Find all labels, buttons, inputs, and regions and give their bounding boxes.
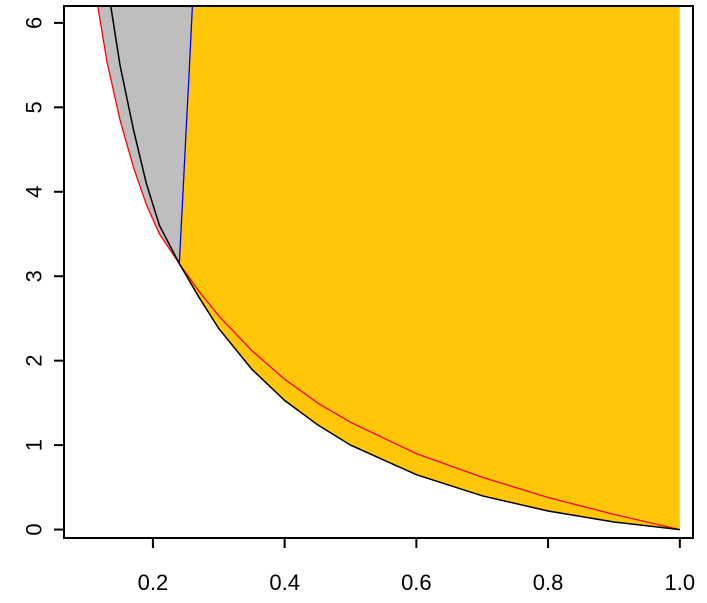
gray-sliver-region bbox=[97, 6, 180, 264]
x-tick-label: 0.4 bbox=[269, 570, 300, 595]
y-tick-label: 4 bbox=[22, 186, 47, 198]
x-tick-label: 0.8 bbox=[533, 570, 564, 595]
y-tick-label: 5 bbox=[22, 101, 47, 113]
y-tick-label: 1 bbox=[22, 439, 47, 451]
curves-layer bbox=[97, 6, 680, 531]
y-tick-label: 3 bbox=[22, 270, 47, 282]
black-curve bbox=[109, 6, 680, 531]
x-tick-label: 0.6 bbox=[401, 570, 432, 595]
x-tick-label: 0.2 bbox=[138, 570, 169, 595]
red-curve bbox=[97, 6, 680, 531]
y-tick-label: 6 bbox=[22, 17, 47, 29]
y-tick-label: 2 bbox=[22, 355, 47, 367]
x-tick-label: 1.0 bbox=[665, 570, 696, 595]
blue-curve bbox=[178, 6, 194, 264]
fills-layer bbox=[93, 6, 680, 530]
plot-frame bbox=[63, 5, 694, 539]
x-axis: 0.2 0.4 0.6 0.8 1.0 bbox=[138, 538, 696, 595]
orange-region bbox=[179, 6, 680, 530]
y-axis: 0 1 2 3 4 5 6 bbox=[22, 17, 64, 536]
y-tick-label: 0 bbox=[22, 523, 47, 535]
